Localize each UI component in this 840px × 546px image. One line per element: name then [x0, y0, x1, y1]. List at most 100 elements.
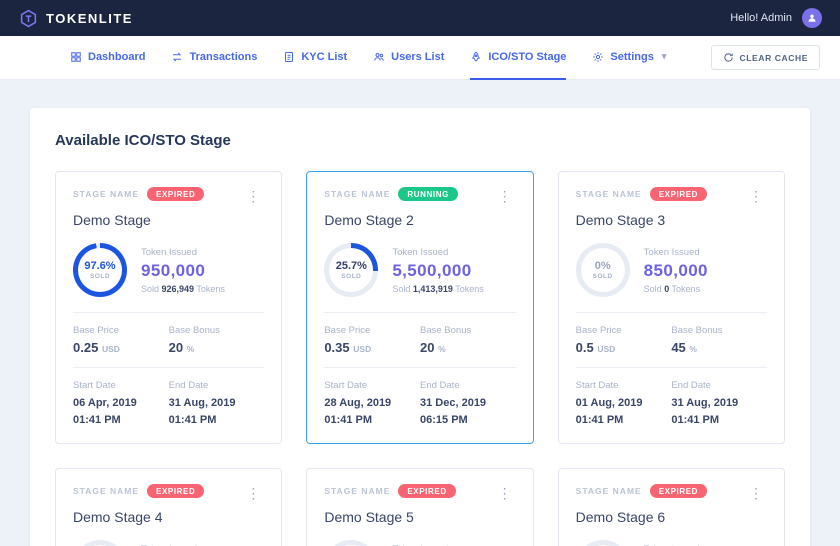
stage-grid: STAGE NAME EXPIRED ⋮ Demo Stage 97.6% SO… — [55, 171, 785, 546]
token-issued-block: Token Issued 850,000 Sold 0 Tokens — [141, 544, 205, 546]
base-price-block: Base Price 0.35 USD — [324, 325, 420, 355]
start-date-block: Start Date 28 Aug, 2019 01:41 PM — [324, 380, 420, 428]
base-price-label: Base Price — [324, 325, 371, 336]
sold-tokens-line: Sold 926,949 Tokens — [141, 284, 225, 294]
stage-name-label: STAGE NAME — [575, 189, 642, 199]
avatar[interactable] — [802, 8, 822, 28]
stage-title: Demo Stage 4 — [73, 509, 163, 525]
stage-card-header: STAGE NAME EXPIRED ⋮ — [324, 484, 515, 502]
end-date-value: 31 Dec, 2019 06:15 PM — [420, 397, 487, 426]
start-date-block: Start Date 01 Aug, 2019 01:41 PM — [576, 380, 672, 428]
donut-center: 97.6% SOLD — [78, 248, 122, 292]
token-issued-label: Token Issued — [392, 544, 456, 546]
status-badge: EXPIRED — [398, 484, 456, 498]
start-date-label: Start Date — [324, 380, 368, 391]
sold-unit: Tokens — [455, 283, 484, 294]
donut-chart: 97.6% SOLD — [73, 243, 127, 297]
transfer-icon — [171, 51, 183, 63]
end-date-block: End Date 31 Aug, 2019 01:41 PM — [169, 380, 265, 428]
nav-item-label: ICO/STO Stage — [488, 50, 567, 63]
donut-center: 25.7% SOLD — [329, 248, 374, 292]
kebab-menu-icon[interactable]: ⋮ — [246, 485, 261, 501]
base-bonus-value: 20 — [168, 340, 184, 355]
main-nav: Dashboard Transactions KYC List Use — [0, 36, 840, 80]
stage-card: STAGE NAME RUNNING ⋮ Demo Stage 2 25.7% … — [306, 171, 534, 444]
base-bonus-label: Base Bonus — [671, 325, 723, 336]
base-price-unit: USD — [101, 344, 120, 354]
stage-name-label: STAGE NAME — [73, 189, 140, 199]
stage-title: Demo Stage 3 — [575, 212, 666, 228]
dates-section: Start Date 28 Aug, 2019 01:41 PM End Dat… — [324, 368, 515, 428]
token-issued-label: Token Issued — [141, 544, 205, 546]
token-issued-block: Token Issued 850,000 Sold 0 Tokens — [644, 544, 708, 546]
start-date-label: Start Date — [73, 380, 116, 391]
nav-item-users-list[interactable]: Users List — [373, 36, 444, 80]
clear-cache-button[interactable]: CLEAR CACHE — [710, 45, 820, 70]
document-icon — [283, 51, 295, 63]
brand-logo[interactable]: TOKENLITE — [18, 8, 133, 28]
kebab-menu-icon[interactable]: ⋮ — [748, 188, 763, 204]
stage-title: Demo Stage 2 — [324, 212, 414, 228]
top-header: TOKENLITE Hello! Admin — [0, 0, 840, 36]
base-price-block: Base Price 0.25 USD — [73, 325, 169, 355]
status-badge: RUNNING — [398, 187, 458, 201]
donut-percent: 0% — [594, 260, 611, 272]
status-badge: EXPIRED — [147, 187, 205, 201]
base-bonus-unit: % — [438, 344, 446, 354]
nav-item-kyc-list[interactable]: KYC List — [283, 36, 347, 80]
users-icon — [373, 51, 385, 63]
status-badge: EXPIRED — [147, 484, 205, 498]
kebab-menu-icon[interactable]: ⋮ — [497, 485, 512, 501]
dates-section: Start Date 01 Aug, 2019 01:41 PM End Dat… — [576, 368, 767, 428]
stage-name-label: STAGE NAME — [324, 486, 391, 496]
grid-icon — [70, 51, 82, 63]
start-date-block: Start Date 06 Apr, 2019 01:41 PM — [73, 380, 169, 428]
base-price-block: Base Price 0.5 USD — [576, 325, 672, 355]
end-date-label: End Date — [168, 380, 209, 391]
base-price-value: 0.25 — [73, 340, 99, 355]
sold-tokens-line: Sold 1,413,919 Tokens — [392, 284, 483, 294]
kebab-menu-icon[interactable]: ⋮ — [748, 485, 763, 501]
end-date-value: 31 Aug, 2019 01:41 PM — [168, 397, 236, 426]
sold-value: 1,413,919 — [412, 283, 453, 294]
kebab-menu-icon[interactable]: ⋮ — [246, 188, 261, 204]
sold-label: Sold — [392, 283, 411, 294]
base-price-unit: USD — [597, 344, 616, 354]
nav-item-transactions[interactable]: Transactions — [171, 36, 257, 80]
stage-sold-section: 0% SOLD Token Issued 850,000 Sold 0 Toke… — [73, 540, 264, 546]
start-date-label: Start Date — [575, 380, 619, 391]
base-price-label: Base Price — [575, 325, 622, 336]
price-bonus-section: Base Price 0.25 USD Base Bonus 20 % — [73, 313, 265, 368]
dates-section: Start Date 06 Apr, 2019 01:41 PM End Dat… — [73, 368, 264, 428]
stage-sold-section: 0% SOLD Token Issued 850,000 Sold 0 Toke… — [324, 540, 515, 546]
end-date-label: End Date — [420, 380, 460, 391]
kebab-menu-icon[interactable]: ⋮ — [497, 188, 512, 204]
donut-sold-label: SOLD — [592, 273, 613, 280]
base-bonus-block: Base Bonus 20 % — [420, 325, 516, 355]
token-issued-label: Token Issued — [643, 246, 700, 258]
stage-card-header: STAGE NAME RUNNING ⋮ — [324, 187, 515, 205]
stage-card: STAGE NAME EXPIRED ⋮ Demo Stage 4 0% SOL… — [55, 468, 283, 546]
base-price-value: 0.35 — [324, 340, 350, 355]
base-bonus-value: 20 — [420, 340, 435, 355]
stage-card: STAGE NAME EXPIRED ⋮ Demo Stage 6 0% SOL… — [557, 468, 785, 546]
token-issued-value: 850,000 — [643, 260, 708, 280]
stage-name-label: STAGE NAME — [73, 486, 140, 496]
donut-center: 0% SOLD — [580, 248, 625, 292]
stage-card-header: STAGE NAME EXPIRED ⋮ — [576, 484, 767, 502]
nav-item-label: KYC List — [301, 50, 348, 63]
nav-item-settings[interactable]: Settings ▾ — [592, 36, 666, 80]
base-price-value: 0.5 — [575, 340, 594, 355]
stage-sold-section: 97.6% SOLD Token Issued 950,000 Sold 926… — [73, 243, 265, 313]
nav-item-dashboard[interactable]: Dashboard — [70, 36, 145, 80]
stage-name-label: STAGE NAME — [324, 189, 391, 199]
stage-card-header: STAGE NAME EXPIRED ⋮ — [576, 187, 767, 205]
nav-item-ico-sto-stage[interactable]: ICO/STO Stage — [470, 36, 567, 80]
sold-tokens-line: Sold 0 Tokens — [644, 284, 708, 294]
rocket-icon — [470, 51, 482, 63]
start-date-value: 01 Aug, 2019 01:41 PM — [575, 397, 643, 426]
refresh-icon — [723, 52, 734, 63]
donut-chart: 25.7% SOLD — [324, 243, 379, 297]
donut-percent: 25.7% — [335, 260, 367, 272]
greeting-text: Hello! Admin — [730, 12, 792, 24]
